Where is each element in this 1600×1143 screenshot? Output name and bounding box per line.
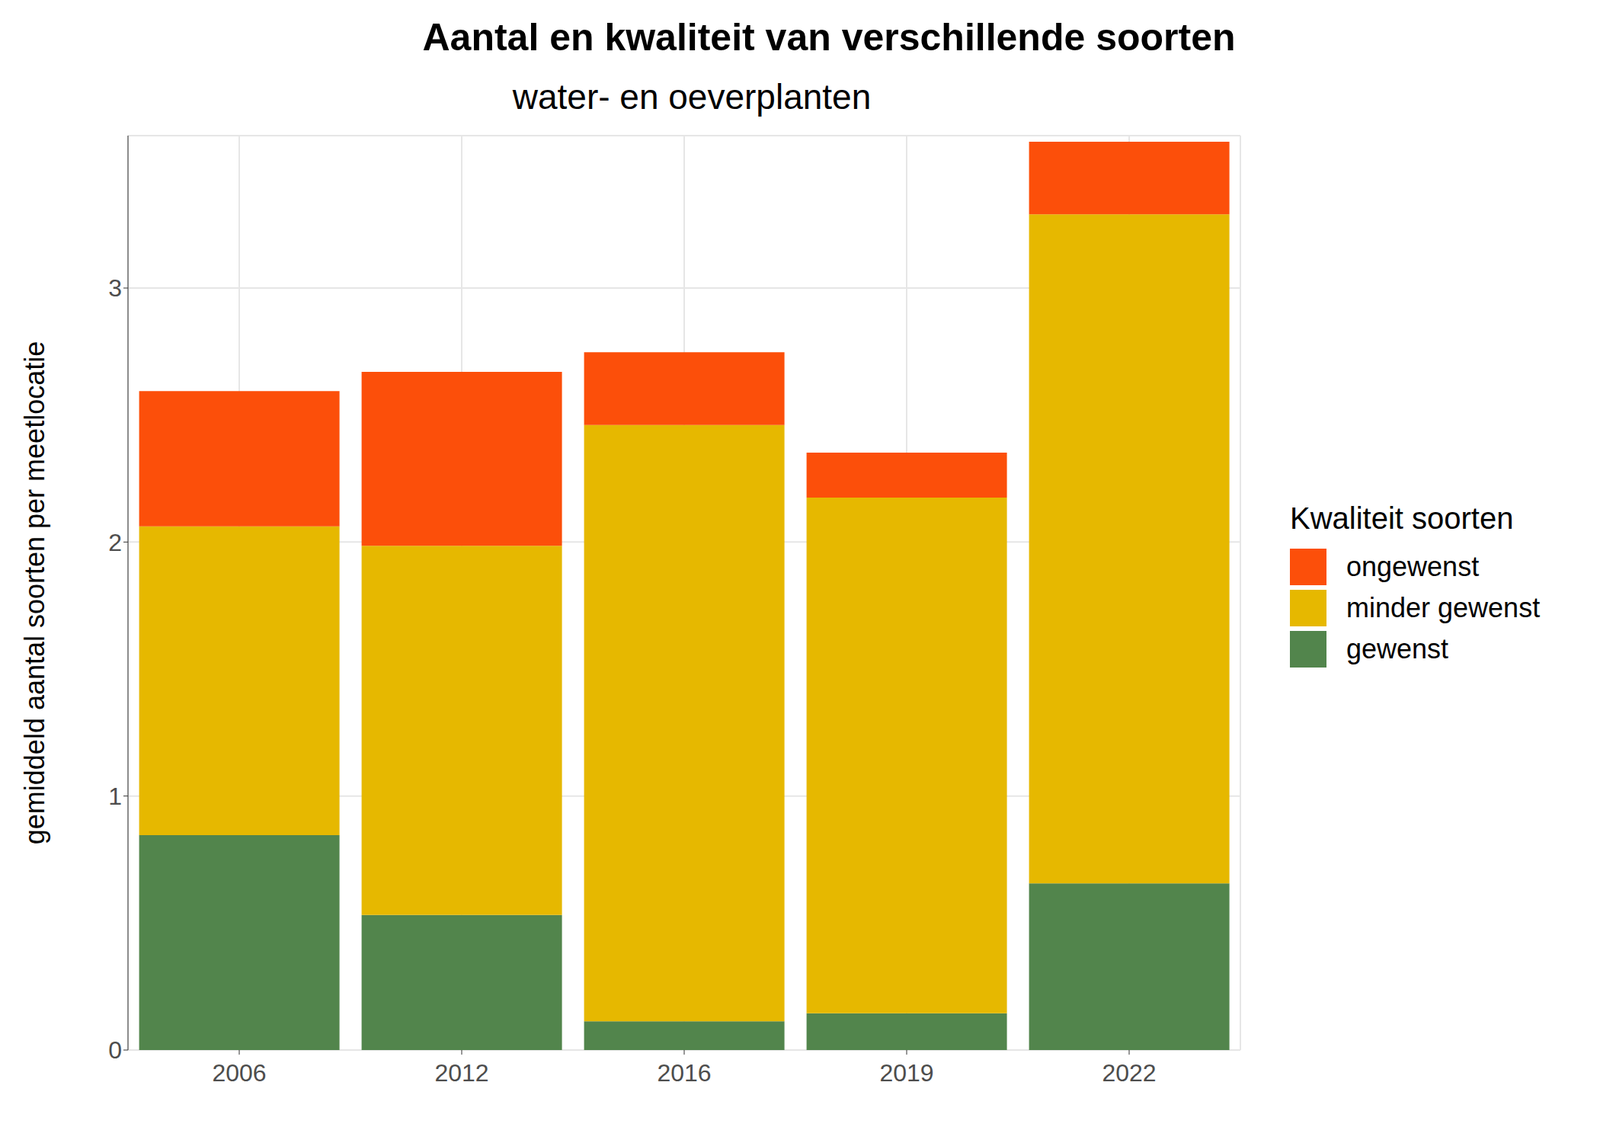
svg-text:2019: 2019 [879,1059,934,1087]
svg-text:2: 2 [108,528,122,557]
svg-text:2006: 2006 [211,1059,266,1087]
svg-text:2022: 2022 [1101,1059,1156,1087]
html-text:gemiddeld aantal soorten per m: gemiddeld aantal soorten per meetlocatie [19,341,51,845]
svg-text:2016: 2016 [656,1059,711,1087]
html-text:gewenst: gewenst [1346,633,1449,665]
svg-text:3: 3 [108,274,122,302]
html-text:water- en oeverplanten: water- en oeverplanten [512,76,872,117]
svg-text:2012: 2012 [434,1059,489,1087]
svg-text:0: 0 [108,1036,122,1064]
svg-text:1: 1 [108,782,122,810]
html-text:Kwaliteit soorten: Kwaliteit soorten [1289,501,1514,535]
html-text:minder gewenst: minder gewenst [1346,592,1540,624]
html-text:ongewenst: ongewenst [1346,550,1479,583]
html-text:Aantal en kwaliteit van versch: Aantal en kwaliteit van verschillende so… [422,16,1236,59]
